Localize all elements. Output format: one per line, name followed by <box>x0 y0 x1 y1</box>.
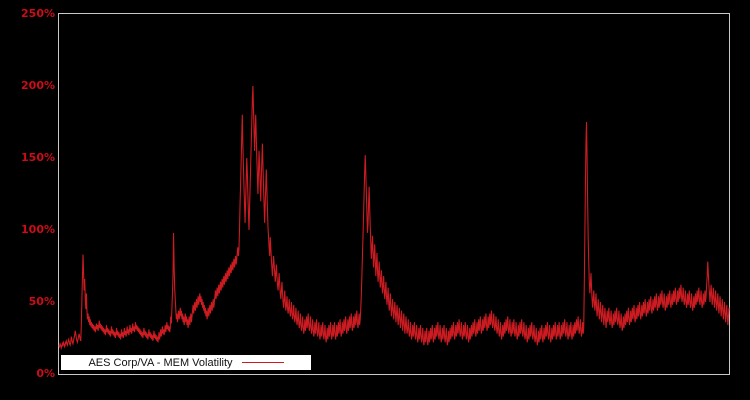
legend-label: AES Corp/VA - MEM Volatility <box>88 356 233 369</box>
legend-line-sample-icon <box>241 362 284 363</box>
ytick-label-150: 150% <box>21 151 55 164</box>
ytick-label-200: 200% <box>21 79 55 92</box>
ytick-label-250: 250% <box>21 7 55 20</box>
series-line-aes-mem-volatility <box>58 85 730 351</box>
ytick-label-100: 100% <box>21 223 55 236</box>
ytick-label-0: 0% <box>36 367 55 380</box>
ytick-label-50: 50% <box>28 295 55 308</box>
legend[interactable]: AES Corp/VA - MEM Volatility <box>61 355 311 370</box>
